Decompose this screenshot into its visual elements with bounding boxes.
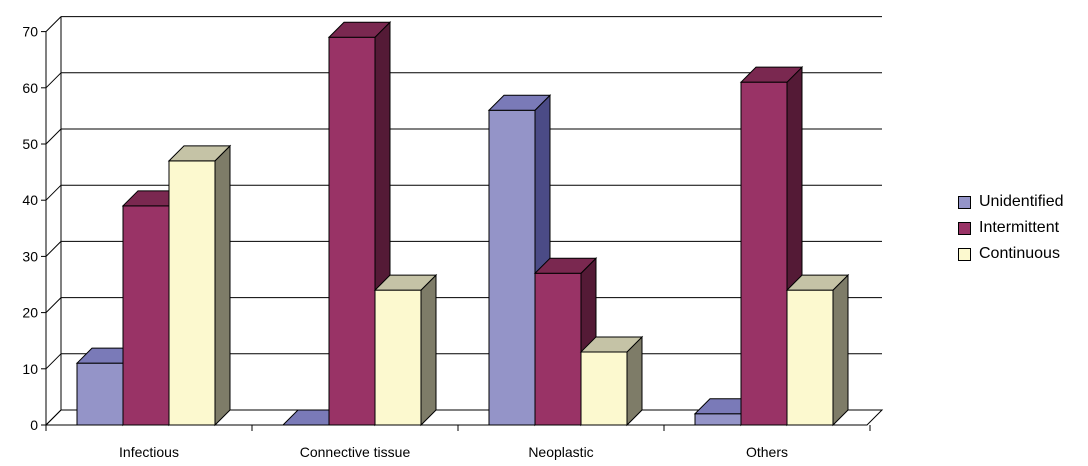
bar — [488, 109, 536, 426]
x-tick-label: Infectious — [119, 444, 179, 460]
bar — [534, 272, 582, 426]
y-tick-label: 20 — [22, 305, 38, 321]
bar — [122, 205, 170, 426]
bar-top — [327, 21, 392, 38]
gridline-side — [45, 353, 62, 370]
legend-label-continuous: Continuous — [979, 245, 1060, 262]
bar-top — [533, 257, 598, 274]
bar-top — [167, 145, 232, 162]
gridline-side — [45, 128, 62, 145]
legend-swatch-unidentified — [958, 196, 971, 209]
bar — [786, 289, 834, 426]
legend-item-intermittent: Intermittent — [954, 218, 1088, 244]
y-tick-label: 50 — [22, 136, 38, 152]
bar-top — [785, 274, 850, 291]
bar — [76, 362, 124, 426]
y-tick-label: 0 — [30, 417, 38, 433]
gridline-side — [45, 72, 62, 89]
legend-swatch-continuous — [958, 248, 971, 261]
legend-label-intermittent: Intermittent — [979, 219, 1060, 236]
gridline-side — [45, 241, 62, 257]
gridline-side — [45, 297, 62, 313]
bar — [740, 81, 788, 426]
bar-top — [579, 336, 644, 353]
bar — [328, 36, 376, 426]
gridline-side — [45, 16, 62, 32]
legend-item-continuous: Continuous — [954, 244, 1088, 270]
bar — [694, 413, 742, 426]
bar-side — [214, 144, 231, 427]
x-tick-label: Others — [746, 444, 788, 460]
gridline-side — [45, 184, 62, 201]
bar-top — [373, 274, 438, 291]
bar — [374, 289, 422, 426]
y-tick-label: 70 — [22, 24, 38, 40]
y-tick-label: 10 — [22, 361, 38, 377]
bar — [580, 351, 628, 426]
legend-item-unidentified: Unidentified — [954, 192, 1088, 218]
y-tick-label: 40 — [22, 192, 38, 208]
x-tick-label: Connective tissue — [300, 444, 411, 460]
chart-legend: Unidentified Intermittent Continuous — [954, 192, 1088, 270]
bar-side — [832, 273, 849, 427]
bar-side — [420, 273, 437, 427]
bar-top — [739, 66, 804, 83]
y-tick-label: 60 — [22, 80, 38, 96]
bar-top — [487, 94, 552, 111]
x-tick-label: Neoplastic — [528, 444, 593, 460]
legend-label-unidentified: Unidentified — [979, 193, 1064, 210]
bar — [168, 160, 216, 426]
y-tick-label: 30 — [22, 248, 38, 264]
legend-swatch-intermittent — [958, 222, 971, 235]
